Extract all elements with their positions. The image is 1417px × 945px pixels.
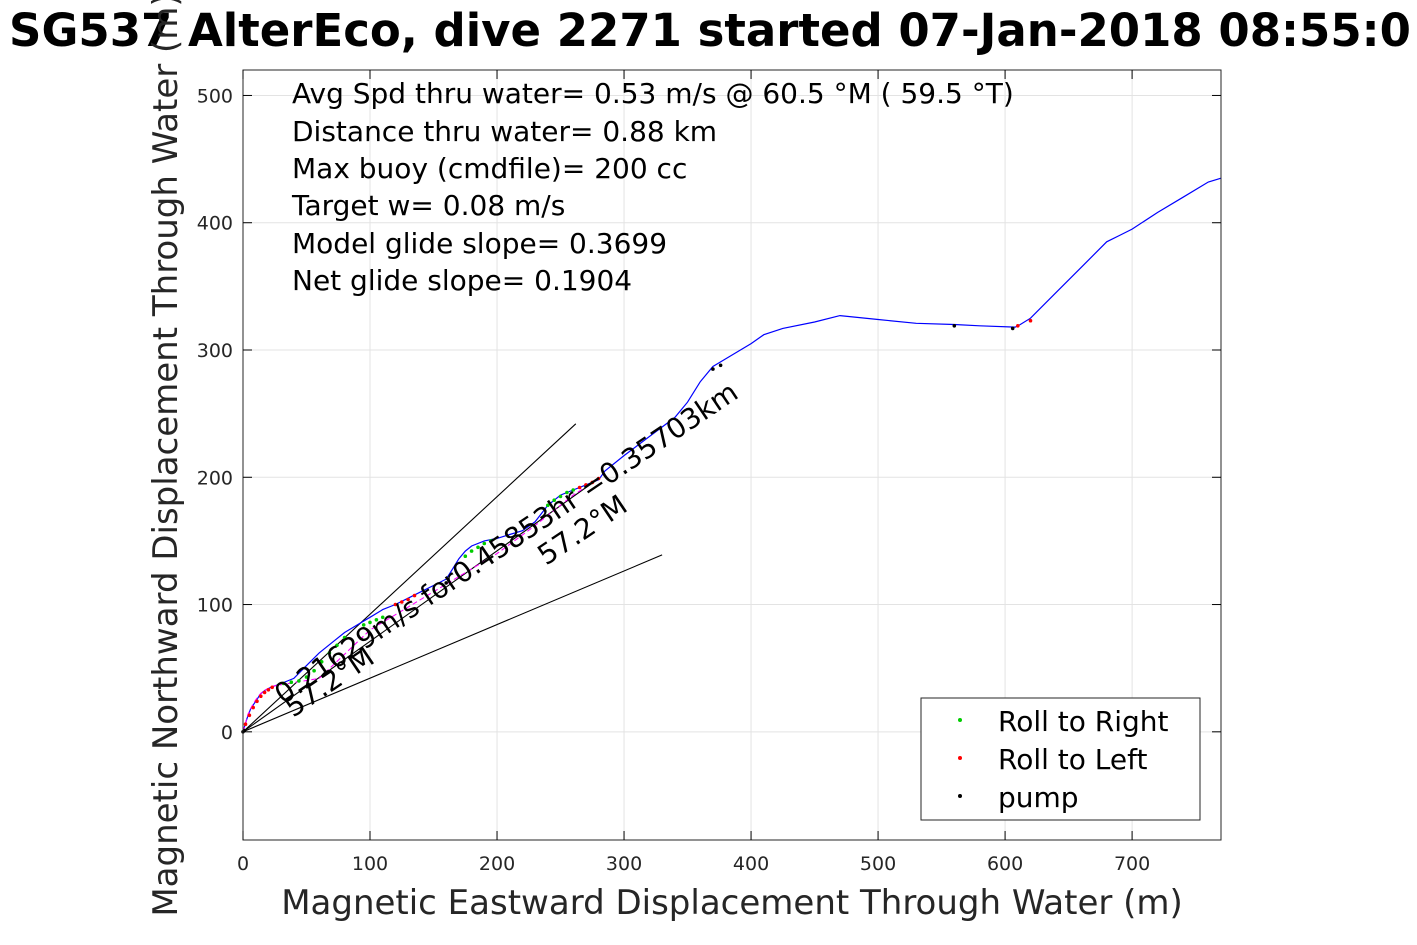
y-tick-label: 300 [197,340,233,362]
x-tick-label: 400 [733,853,769,875]
annotation-target-w: Target w= 0.08 m/s [291,189,565,222]
point-roll-right [546,503,550,508]
point-roll-left [596,476,601,481]
point-pump [952,324,957,328]
point-roll-right [565,490,569,495]
legend-marker-roll-right [958,718,962,722]
x-tick-label: 100 [352,853,388,875]
point-roll-left [590,480,595,485]
point-roll-right [319,660,324,664]
point-roll-left [255,699,259,704]
point-roll-right [361,623,366,627]
x-tick-label: 200 [479,853,515,875]
data-layer [241,177,1222,734]
point-roll-right [289,680,294,684]
point-roll-right [571,488,575,492]
point-pump [1010,326,1015,331]
y-tick-label: 500 [197,85,233,107]
point-roll-right [469,549,474,553]
point-roll-right [368,620,372,625]
point-roll-left [247,713,252,718]
point-roll-left [400,600,404,604]
series-dashed-track [242,478,599,732]
point-roll-left [412,593,417,598]
point-roll-left [251,705,255,710]
point-roll-right [463,554,468,558]
point-roll-right [552,498,556,503]
point-roll-right [476,545,480,550]
point-roll-right [482,541,487,546]
point-roll-right [335,643,339,648]
point-roll-left [262,690,267,695]
x-tick-label: 700 [1114,853,1150,875]
annotation-avg-speed: Avg Spd thru water= 0.53 m/s @ 60.5 °M (… [292,77,1014,110]
annotation-model-glide-slope: Model glide slope= 0.3699 [292,227,667,260]
point-roll-left [393,602,398,607]
y-tick-label: 200 [197,467,233,489]
y-tick-label: 100 [197,595,233,617]
y-axis-label: Magnetic Northward Displacement Through … [146,0,186,917]
legend-box [920,697,1201,821]
legend: Roll to Right Roll to Left pump [920,697,1201,821]
point-roll-left [1028,318,1033,323]
annotation-distance: Distance thru water= 0.88 km [292,115,717,148]
point-roll-left [243,722,248,726]
point-roll-left [406,597,410,602]
point-roll-left [259,694,263,698]
x-axis-label: Magnetic Eastward Displacement Through W… [281,883,1183,923]
stats-annotation-block: Avg Spd thru water= 0.53 m/s @ 60.5 °M (… [291,77,1014,297]
chart-title: SG537 AlterEco, dive 2271 started 07-Jan… [9,4,1411,57]
point-roll-right [342,635,347,640]
series-cone-line-lower [242,554,663,733]
point-roll-right [327,651,332,655]
annotation-net-glide-slope: Net glide slope= 0.1904 [292,264,632,297]
point-pump [718,363,723,368]
y-tick-label: 0 [221,722,233,744]
axis-ticks: 0 100 200 300 400 500 600 700 0 100 200 300 400 500 [197,70,1221,875]
point-roll-right [281,681,286,686]
point-roll-left [584,483,588,487]
point-roll-left [1016,324,1020,328]
x-tick-label: 500 [860,853,896,875]
legend-marker-pump [958,794,962,798]
plot-frame [242,69,1222,841]
point-roll-right [558,494,563,499]
x-tick-label: 300 [606,853,642,875]
point-pump [444,581,449,585]
y-tick-label: 400 [197,213,233,235]
x-tick-label: 0 [237,853,249,875]
point-roll-left [577,485,582,490]
point-roll-right [312,668,316,673]
point-roll-right [304,675,309,679]
series-current-vector [242,478,599,733]
point-pump [711,367,715,371]
point-roll-right [374,618,379,622]
legend-marker-roll-left [958,756,962,760]
point-roll-right [488,539,493,543]
point-roll-right [380,615,385,620]
annotation-max-buoy: Max buoy (cmdfile)= 200 cc [292,152,687,185]
point-roll-right [297,679,301,683]
point-roll-left [266,688,271,692]
legend-label-pump: pump [998,781,1079,814]
legend-label-roll-right: Roll to Right [998,705,1169,738]
point-roll-left [270,685,275,690]
x-tick-label: 600 [987,853,1023,875]
legend-label-roll-left: Roll to Left [998,743,1147,776]
